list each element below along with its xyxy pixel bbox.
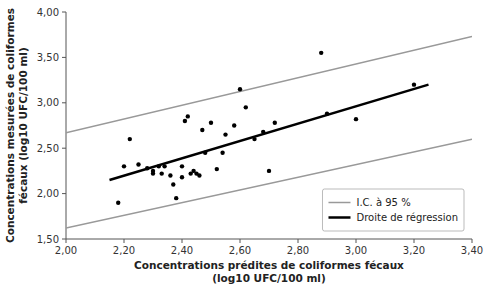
scatter-point	[252, 137, 256, 141]
legend-label: Droite de régression	[356, 212, 458, 223]
scatter-point	[412, 82, 416, 86]
ci-lower-line	[66, 139, 472, 228]
y-tick-label: 4,00	[37, 7, 59, 18]
scatter-point	[223, 132, 227, 136]
chart: 2,002,202,402,602,803,003,203,401,502,00…	[0, 0, 486, 291]
y-axis-line	[66, 12, 67, 239]
scatter-point	[122, 164, 126, 168]
scatter-point	[171, 182, 175, 186]
x-tick	[240, 239, 241, 243]
regression-line	[110, 85, 429, 180]
scatter-point	[162, 164, 166, 168]
x-axis-label: Concentrations prédites de coliformes fé…	[134, 259, 404, 284]
x-tick-label: 2,00	[55, 245, 77, 256]
scatter-point	[261, 130, 265, 134]
legend-label: I.C. à 95 %	[356, 197, 410, 208]
x-tick-label: 2,20	[113, 245, 135, 256]
scatter-point	[174, 196, 178, 200]
x-tick	[414, 239, 415, 243]
scatter-point	[209, 121, 213, 125]
scatter-point	[215, 167, 219, 171]
scatter-point	[116, 200, 120, 204]
scatter-point	[180, 175, 184, 179]
x-tick	[472, 239, 473, 243]
scatter-point	[232, 123, 236, 127]
scatter-point	[151, 169, 155, 173]
scatter-point	[136, 162, 140, 166]
scatter-point	[186, 114, 190, 118]
axes: 2,002,202,402,602,803,003,203,401,502,00…	[37, 7, 483, 257]
y-tick	[62, 12, 66, 13]
ci-upper-line	[66, 37, 472, 133]
x-tick-label: 3,20	[403, 245, 425, 256]
x-tick-label: 2,60	[229, 245, 251, 256]
scatter-point	[180, 164, 184, 168]
x-tick-label: 2,40	[171, 245, 193, 256]
y-tick	[62, 148, 66, 149]
x-axis-line	[66, 239, 472, 240]
legend: I.C. à 95 % Droite de régression	[322, 189, 464, 231]
legend-swatch	[328, 216, 350, 219]
scatter-point	[157, 164, 161, 168]
y-tick-label: 3,00	[37, 97, 59, 108]
scatter-point	[168, 173, 172, 177]
y-tick-label: 1,50	[37, 234, 59, 245]
y-tick	[62, 193, 66, 194]
y-tick-label: 2,00	[37, 188, 59, 199]
scatter-point	[203, 151, 207, 155]
scatter-point	[183, 119, 187, 123]
y-tick	[62, 102, 66, 103]
y-tick	[62, 57, 66, 58]
x-tick	[182, 239, 183, 243]
scatter-point	[319, 51, 323, 55]
scatter-point	[244, 105, 248, 109]
x-tick	[298, 239, 299, 243]
scatter-point	[273, 121, 277, 125]
scatter-point	[160, 171, 164, 175]
y-tick-label: 2,50	[37, 143, 59, 154]
y-axis-label: Concentrations mesurées de coliformesféc…	[4, 8, 29, 243]
scatter-point	[197, 173, 201, 177]
x-tick	[124, 239, 125, 243]
legend-swatch	[328, 202, 350, 204]
scatter-point	[267, 169, 271, 173]
y-tick	[62, 239, 66, 240]
scatter-point	[145, 166, 149, 170]
scatter-point	[325, 111, 329, 115]
scatter-point	[354, 117, 358, 121]
x-tick	[356, 239, 357, 243]
scatter-point	[128, 137, 132, 141]
x-tick-label: 2,80	[287, 245, 309, 256]
legend-frame	[322, 189, 464, 231]
scatter-point	[238, 87, 242, 91]
x-tick	[66, 239, 67, 243]
x-tick-label: 3,00	[345, 245, 367, 256]
scatter-point	[220, 151, 224, 155]
scatter-point	[200, 128, 204, 132]
x-tick-label: 3,40	[461, 245, 483, 256]
y-tick-label: 3,50	[37, 52, 59, 63]
